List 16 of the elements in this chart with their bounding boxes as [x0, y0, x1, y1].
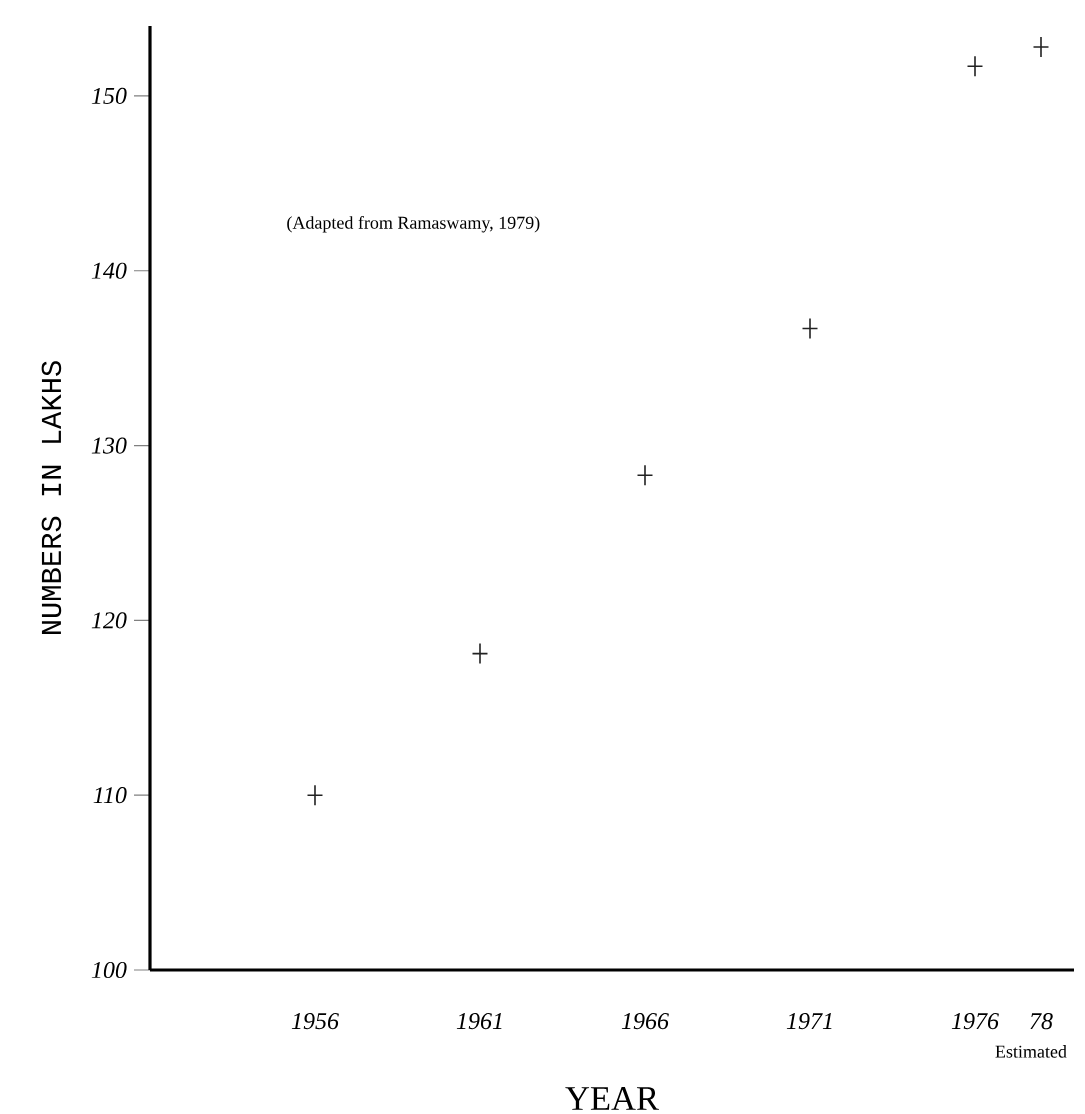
y-tick-label: 130	[91, 437, 127, 454]
y-tick-label: 110	[93, 787, 127, 804]
text: Estimated	[995, 1045, 1067, 1058]
x-axis-title: YEAR	[565, 1087, 659, 1110]
x-tick-label: 1971	[786, 1013, 832, 1030]
y-tick-label: 150	[91, 87, 127, 105]
x-tick-label: 1966	[621, 1013, 669, 1030]
y-axis-title: NUMBERS IN LAKHS	[41, 361, 62, 634]
y-tick-label: 120	[91, 612, 127, 629]
x-tick-label: 1961	[456, 1013, 502, 1030]
y-tick-label: 140	[91, 262, 127, 279]
annotation: (Adapted from Ramaswamy, 1979)	[287, 215, 540, 233]
y-tick-label: 100	[91, 961, 127, 979]
x-tick-label: 78	[1030, 1013, 1053, 1030]
x-tick-label: 1976	[951, 1013, 999, 1030]
x-tick-label: 1956	[291, 1013, 339, 1030]
